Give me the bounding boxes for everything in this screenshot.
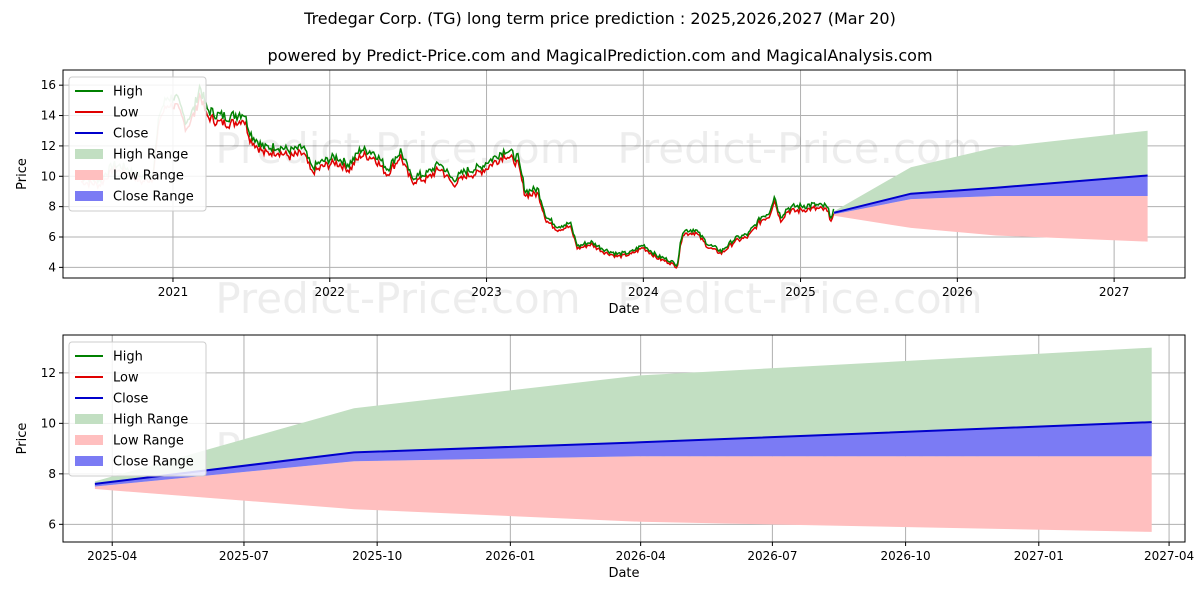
y-tick-label: 16 bbox=[41, 78, 56, 92]
y-tick-label: 6 bbox=[48, 230, 56, 244]
close-forecast-line bbox=[94, 421, 1152, 485]
y-axis-label: Price bbox=[15, 423, 30, 455]
legend-close-range-label: Close Range bbox=[113, 190, 194, 205]
high-line bbox=[173, 83, 835, 268]
x-tick-label: 2026-07 bbox=[747, 549, 797, 563]
watermark: Predict-Price.com bbox=[215, 274, 580, 323]
legend-high-range-swatch bbox=[75, 149, 103, 159]
low-range-area bbox=[834, 196, 1148, 242]
legend-low-range-swatch bbox=[75, 170, 103, 180]
y-tick-label: 8 bbox=[48, 200, 56, 214]
chart-title: Tredegar Corp. (TG) long term price pred… bbox=[304, 9, 896, 28]
x-tick-label: 2026 bbox=[942, 285, 973, 299]
legend-box bbox=[68, 341, 207, 477]
y-axis-label: Price bbox=[15, 158, 30, 190]
plot-area bbox=[80, 83, 1148, 269]
y-tick-label: 10 bbox=[41, 416, 56, 430]
legend: High Low Close High Range Low Range Close Ran… bbox=[68, 76, 207, 212]
x-tick-label: 2027-01 bbox=[1014, 549, 1064, 563]
x-axis-label: Date bbox=[608, 566, 639, 581]
legend-low-range-label: Low Range bbox=[113, 169, 184, 184]
legend-close-range-swatch bbox=[75, 456, 103, 466]
x-tick-label: 2025-04 bbox=[87, 549, 137, 563]
y-tick-label: 12 bbox=[41, 366, 56, 380]
legend-low-label: Low bbox=[113, 106, 139, 121]
low-range-area bbox=[94, 456, 1152, 532]
x-axis-label: Date bbox=[608, 302, 639, 317]
legend-high-label: High bbox=[113, 85, 143, 100]
legend-box bbox=[68, 76, 207, 212]
legend-low-range-swatch bbox=[75, 435, 103, 445]
y-tick-label: 6 bbox=[48, 517, 56, 531]
x-tick-label: 2025-07 bbox=[219, 549, 269, 563]
close-forecast-line bbox=[833, 174, 1148, 214]
close-range-area bbox=[94, 422, 1152, 487]
legend-low-range-label: Low Range bbox=[113, 434, 184, 449]
plot-area bbox=[94, 347, 1152, 532]
legend-close-label: Close bbox=[113, 392, 148, 407]
legend-close-range-label: Close Range bbox=[113, 455, 194, 470]
y-tick-label: 4 bbox=[48, 260, 56, 274]
x-tick-label: 2026-10 bbox=[881, 549, 931, 563]
legend-high-range-label: High Range bbox=[113, 413, 188, 428]
x-tick-label: 2024 bbox=[628, 285, 659, 299]
y-tick-label: 12 bbox=[41, 139, 56, 153]
legend-low-label: Low bbox=[113, 371, 139, 386]
x-tick-label: 2025 bbox=[785, 285, 816, 299]
legend-close-label: Close bbox=[113, 127, 148, 142]
y-tick-label: 14 bbox=[41, 109, 56, 123]
x-tick-label: 2026-04 bbox=[616, 549, 666, 563]
x-tick-label: 2027 bbox=[1099, 285, 1130, 299]
low-line bbox=[173, 91, 835, 269]
y-tick-label: 8 bbox=[48, 467, 56, 481]
legend: High Low Close High Range Low Range Close Ran… bbox=[68, 341, 207, 477]
watermark: Predict-Price.com bbox=[617, 274, 982, 323]
x-tick-label: 2027-04 bbox=[1144, 549, 1194, 563]
y-tick-label: 10 bbox=[41, 169, 56, 183]
legend-close-range-swatch bbox=[75, 191, 103, 201]
chart-panel-1: 2021 2022 2023 2024 2025 2026 2027 4 6 8 10 12 14 16 P… bbox=[15, 69, 1186, 323]
chart-subtitle: powered by Predict-Price.com and Magical… bbox=[267, 46, 933, 65]
legend-high-label: High bbox=[113, 350, 143, 365]
x-tick-label: 2021 bbox=[158, 285, 189, 299]
x-tick-label: 2023 bbox=[471, 285, 502, 299]
close-range-area bbox=[834, 175, 1148, 215]
x-tick-label: 2026-01 bbox=[485, 549, 535, 563]
plot-frame bbox=[62, 334, 1186, 543]
x-tick-label: 2022 bbox=[314, 285, 345, 299]
chart-panel-2: 2025-04 2025-07 2025-10 2026-01 2026-04 2026-… bbox=[15, 334, 1194, 581]
legend-high-range-label: High Range bbox=[113, 148, 188, 163]
x-tick-label: 2025-10 bbox=[352, 549, 402, 563]
plot-frame bbox=[62, 69, 1186, 279]
legend-high-range-swatch bbox=[75, 414, 103, 424]
